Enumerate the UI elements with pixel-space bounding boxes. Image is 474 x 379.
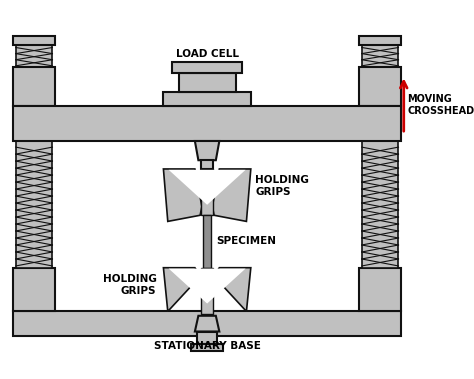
Bar: [198, 332, 217, 344]
Bar: [359, 67, 401, 106]
Bar: [359, 36, 401, 45]
Bar: [201, 268, 213, 314]
Bar: [13, 67, 55, 106]
Bar: [201, 160, 213, 169]
Polygon shape: [164, 268, 202, 312]
Bar: [16, 45, 53, 67]
Text: HOLDING
GRIPS: HOLDING GRIPS: [255, 175, 309, 197]
Bar: [13, 106, 401, 141]
Bar: [13, 312, 401, 336]
Text: MOVING
CROSSHEAD: MOVING CROSSHEAD: [407, 94, 474, 116]
Bar: [172, 63, 242, 73]
Text: HOLDING
GRIPS: HOLDING GRIPS: [102, 274, 156, 296]
Bar: [359, 268, 401, 312]
Bar: [13, 268, 55, 312]
Bar: [201, 169, 213, 215]
Polygon shape: [164, 169, 202, 221]
Polygon shape: [169, 170, 246, 205]
Bar: [13, 36, 55, 45]
Polygon shape: [169, 269, 246, 304]
Polygon shape: [195, 316, 219, 332]
Bar: [203, 215, 211, 268]
Text: STATIONARY BASE: STATIONARY BASE: [154, 341, 261, 351]
Text: LOAD CELL: LOAD CELL: [175, 49, 238, 59]
Polygon shape: [195, 141, 219, 160]
Bar: [164, 92, 251, 106]
Polygon shape: [212, 268, 251, 312]
Bar: [16, 141, 53, 268]
Bar: [362, 45, 399, 67]
Bar: [362, 141, 399, 268]
Bar: [179, 73, 236, 92]
Polygon shape: [212, 169, 251, 221]
Text: SPECIMEN: SPECIMEN: [216, 236, 276, 246]
Bar: [191, 344, 223, 351]
